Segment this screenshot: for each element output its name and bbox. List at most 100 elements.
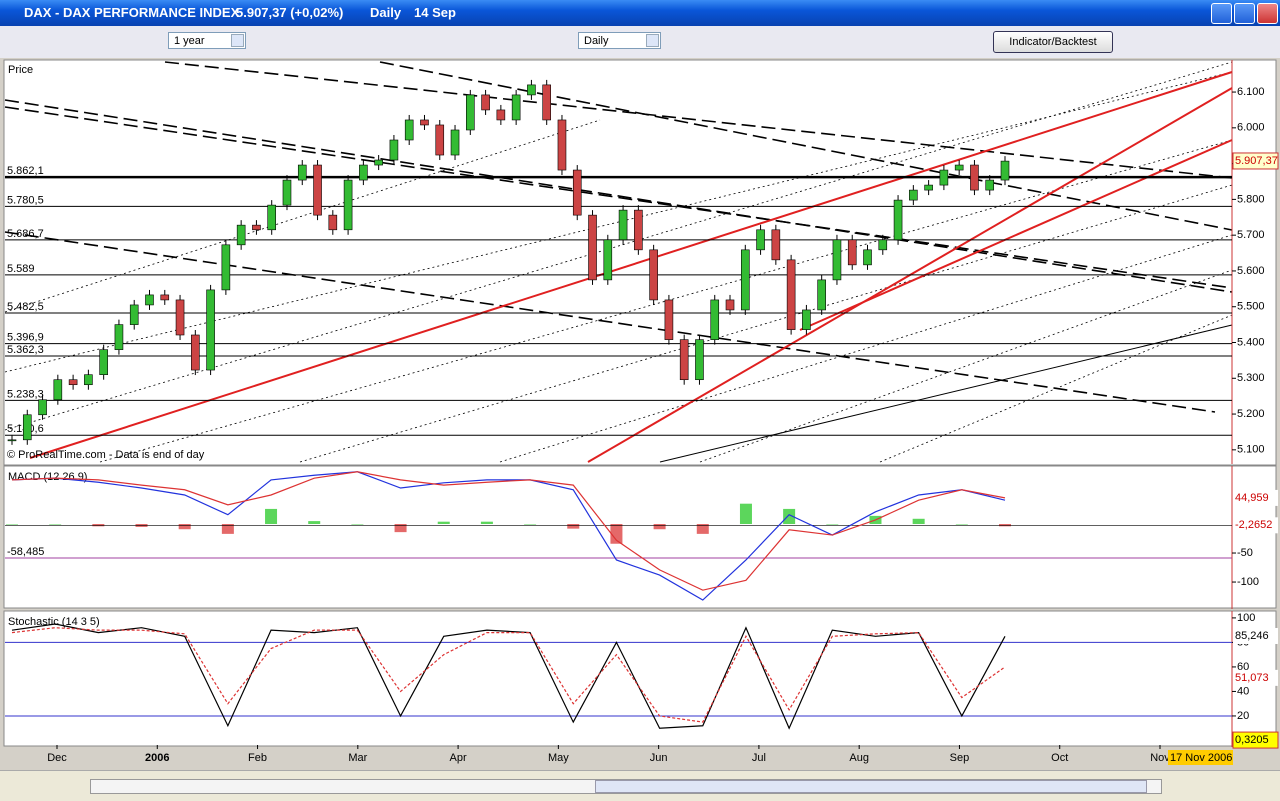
candle bbox=[160, 294, 170, 301]
x-tick-label: Aug bbox=[849, 752, 869, 764]
candle bbox=[756, 229, 765, 251]
histogram-bar bbox=[178, 524, 191, 530]
candle bbox=[129, 304, 139, 325]
x-tick-label: Feb bbox=[248, 752, 267, 764]
histogram-bar bbox=[739, 503, 752, 525]
candle bbox=[252, 224, 261, 231]
y-tick-label: 5.100 bbox=[1237, 444, 1265, 456]
candle bbox=[175, 299, 185, 336]
candle bbox=[511, 94, 521, 121]
period-select[interactable]: 1 year bbox=[168, 32, 246, 49]
candle bbox=[389, 139, 399, 161]
candle bbox=[970, 164, 979, 191]
y-tick-label: 5.400 bbox=[1237, 336, 1265, 348]
histogram-bar bbox=[221, 524, 234, 534]
candle bbox=[68, 379, 78, 386]
level-label: 5.362,3 bbox=[7, 344, 44, 356]
series-line bbox=[11, 623, 1006, 730]
x-tick-label: Dec bbox=[47, 752, 67, 764]
candle bbox=[740, 249, 750, 311]
histogram-bar bbox=[524, 524, 537, 525]
candle bbox=[1000, 160, 1010, 181]
reading-box bbox=[1233, 489, 1278, 506]
candle bbox=[771, 229, 781, 261]
candle bbox=[374, 159, 383, 166]
candle bbox=[450, 129, 460, 156]
candle bbox=[313, 164, 322, 216]
interval-select[interactable]: Daily bbox=[578, 32, 661, 49]
minimize-button[interactable] bbox=[1211, 3, 1232, 24]
candle bbox=[572, 169, 582, 216]
y-tick-label: 5.800 bbox=[1237, 193, 1265, 205]
candle bbox=[878, 239, 888, 251]
candle bbox=[634, 209, 643, 251]
candle bbox=[985, 179, 995, 191]
y-tick-label: 5.200 bbox=[1237, 408, 1265, 420]
level-label: 5.482,5 bbox=[7, 301, 44, 313]
candle bbox=[22, 414, 32, 441]
x-tick-label: Jul bbox=[752, 752, 766, 764]
y-tick-label: 5.600 bbox=[1237, 265, 1265, 277]
panel-title: Price bbox=[8, 64, 33, 76]
level-label: -58,485 bbox=[7, 546, 44, 558]
x-tick-label: May bbox=[548, 752, 569, 764]
candle bbox=[786, 259, 796, 330]
candle bbox=[359, 164, 368, 181]
y-tick-label: 5.700 bbox=[1237, 229, 1265, 241]
histogram-bar bbox=[912, 518, 925, 525]
histogram-bar bbox=[437, 521, 450, 525]
candle bbox=[297, 164, 307, 181]
series-line bbox=[11, 627, 1006, 723]
histogram-bar bbox=[308, 521, 321, 525]
histogram-bar bbox=[394, 524, 407, 533]
candle bbox=[481, 94, 490, 111]
candle bbox=[206, 289, 215, 371]
current-label: 5.907,37 bbox=[1235, 155, 1278, 167]
level-label: 5.589 bbox=[7, 263, 35, 275]
candle bbox=[404, 119, 414, 141]
candle bbox=[924, 184, 933, 191]
candle bbox=[664, 299, 674, 340]
close-button[interactable] bbox=[1257, 3, 1278, 24]
candle bbox=[221, 244, 231, 291]
y-tick-label: 5.500 bbox=[1237, 301, 1265, 313]
y-tick-label: 6.100 bbox=[1237, 86, 1265, 98]
level-label: 5.780,5 bbox=[7, 194, 44, 206]
date: 14 Sep bbox=[414, 5, 456, 20]
candle bbox=[954, 164, 964, 171]
x-tick-label: Apr bbox=[450, 752, 467, 764]
candle bbox=[893, 199, 903, 241]
candle bbox=[282, 179, 292, 206]
maximize-button[interactable] bbox=[1234, 3, 1255, 24]
interval: Daily bbox=[370, 5, 402, 20]
candle bbox=[99, 349, 108, 376]
candle bbox=[84, 374, 93, 386]
candle bbox=[267, 204, 277, 231]
reading-box bbox=[1233, 669, 1278, 686]
candle bbox=[817, 279, 826, 311]
histogram-bar bbox=[6, 524, 18, 525]
series-line bbox=[11, 471, 1006, 591]
interval: Daily bbox=[584, 35, 609, 47]
reading-label: -2,2652 bbox=[1235, 519, 1272, 531]
candle bbox=[909, 189, 918, 201]
panel-title: MACD (12 26 9) bbox=[8, 471, 87, 483]
scroll-thumb[interactable] bbox=[595, 780, 1147, 793]
y-tick-label: 6.000 bbox=[1237, 122, 1265, 134]
stoch-panel bbox=[3, 610, 1277, 747]
histogram-bar bbox=[351, 524, 364, 525]
x-tick-label: 2006 bbox=[145, 752, 169, 764]
histogram-bar bbox=[826, 524, 839, 525]
indicator-button[interactable]: Indicator/Backtest bbox=[993, 31, 1113, 53]
x-tick-label: Jun bbox=[650, 752, 668, 764]
candle bbox=[695, 339, 704, 381]
histogram-bar bbox=[653, 524, 666, 530]
cursor-label: 17 Nov 2006 bbox=[1170, 752, 1232, 764]
trendlines bbox=[4, 61, 1233, 463]
candle bbox=[496, 109, 506, 121]
level-label: 5.396,9 bbox=[7, 332, 44, 344]
current-box bbox=[1232, 152, 1279, 170]
candle bbox=[527, 84, 536, 96]
reading-label: 51,073 bbox=[1235, 672, 1269, 684]
candle bbox=[847, 239, 857, 266]
